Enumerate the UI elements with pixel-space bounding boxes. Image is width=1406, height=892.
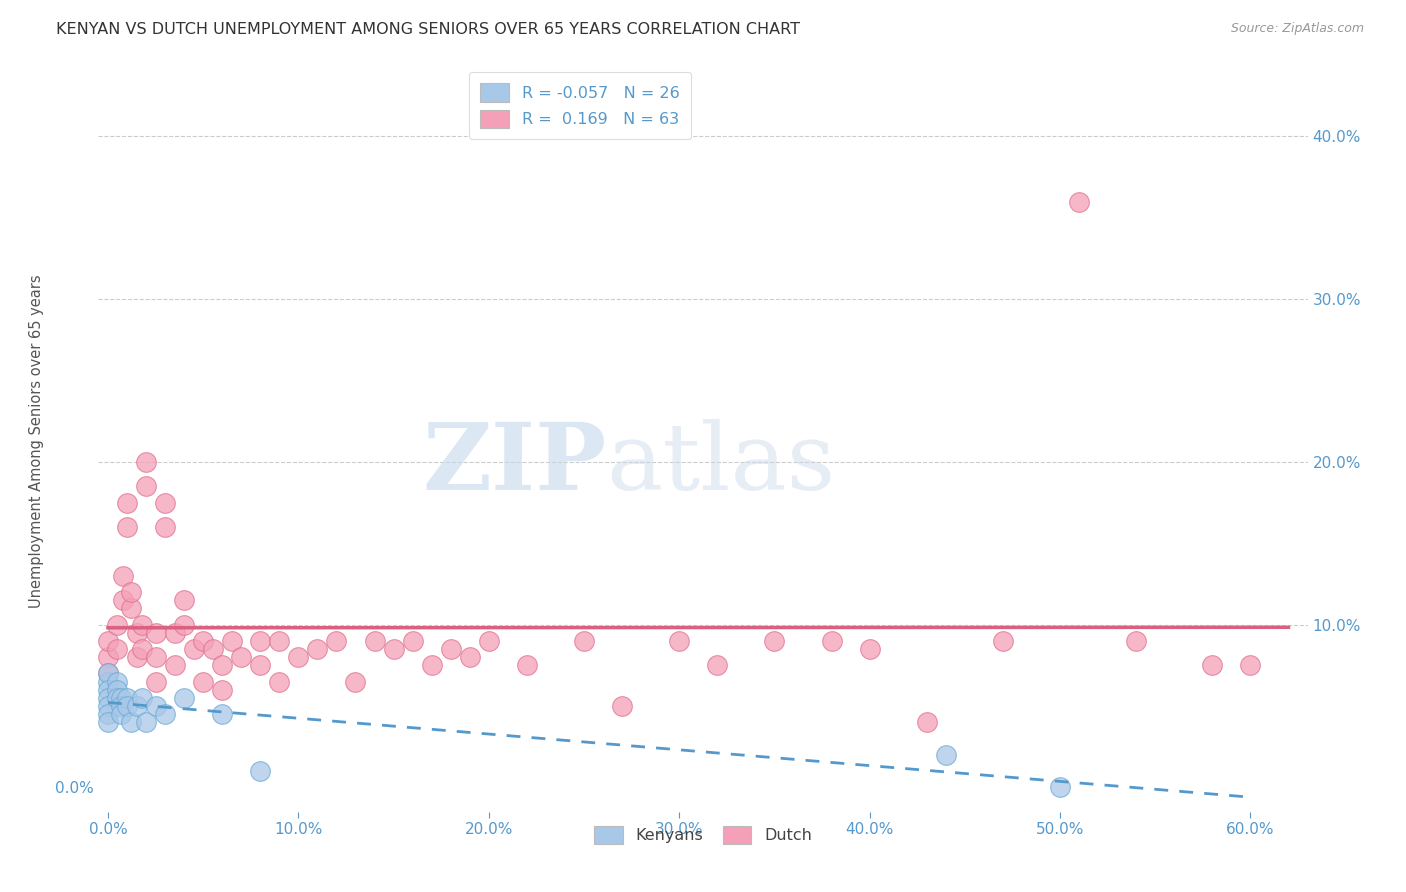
Point	[211, 682, 233, 697]
Point	[97, 682, 120, 697]
Point	[112, 593, 135, 607]
Point	[135, 455, 157, 469]
Point	[145, 625, 167, 640]
Point	[112, 568, 135, 582]
Point	[97, 650, 120, 665]
Point	[211, 707, 233, 722]
Point	[115, 698, 138, 713]
Legend: Kenyans, Dutch: Kenyans, Dutch	[583, 814, 823, 855]
Point	[915, 715, 938, 730]
Point	[763, 633, 786, 648]
Point	[131, 617, 153, 632]
Point	[131, 690, 153, 705]
Point	[97, 674, 120, 689]
Point	[191, 674, 214, 689]
Point	[516, 658, 538, 673]
Point	[668, 633, 690, 648]
Point	[153, 495, 176, 509]
Point	[107, 682, 129, 697]
Text: KENYAN VS DUTCH UNEMPLOYMENT AMONG SENIORS OVER 65 YEARS CORRELATION CHART: KENYAN VS DUTCH UNEMPLOYMENT AMONG SENIO…	[56, 22, 800, 37]
Point	[859, 642, 882, 657]
Point	[401, 633, 423, 648]
Point	[163, 658, 186, 673]
Point	[153, 520, 176, 534]
Point	[115, 495, 138, 509]
Point	[115, 690, 138, 705]
Y-axis label: Unemployment Among Seniors over 65 years: Unemployment Among Seniors over 65 years	[28, 275, 44, 608]
Point	[1239, 658, 1261, 673]
Point	[1125, 633, 1147, 648]
Point	[110, 698, 132, 713]
Point	[145, 650, 167, 665]
Point	[110, 690, 132, 705]
Point	[107, 642, 129, 657]
Point	[249, 658, 271, 673]
Point	[249, 764, 271, 778]
Point	[97, 707, 120, 722]
Point	[110, 707, 132, 722]
Point	[97, 690, 120, 705]
Point	[173, 593, 195, 607]
Point	[183, 642, 205, 657]
Point	[307, 642, 329, 657]
Text: Source: ZipAtlas.com: Source: ZipAtlas.com	[1230, 22, 1364, 36]
Point	[125, 698, 148, 713]
Point	[145, 698, 167, 713]
Point	[97, 666, 120, 681]
Point	[420, 658, 443, 673]
Point	[221, 633, 243, 648]
Point	[269, 633, 291, 648]
Point	[344, 674, 367, 689]
Point	[97, 633, 120, 648]
Point	[382, 642, 405, 657]
Point	[107, 674, 129, 689]
Point	[458, 650, 481, 665]
Point	[115, 520, 138, 534]
Point	[820, 633, 842, 648]
Point	[163, 625, 186, 640]
Point	[287, 650, 309, 665]
Point	[1201, 658, 1223, 673]
Point	[97, 666, 120, 681]
Point	[610, 698, 633, 713]
Point	[991, 633, 1014, 648]
Point	[173, 617, 195, 632]
Point	[269, 674, 291, 689]
Point	[1049, 780, 1071, 795]
Point	[97, 715, 120, 730]
Point	[120, 715, 142, 730]
Point	[478, 633, 501, 648]
Point	[325, 633, 347, 648]
Point	[125, 625, 148, 640]
Point	[145, 674, 167, 689]
Point	[706, 658, 728, 673]
Point	[173, 690, 195, 705]
Point	[135, 715, 157, 730]
Point	[211, 658, 233, 673]
Point	[107, 690, 129, 705]
Point	[249, 633, 271, 648]
Text: ZIP: ZIP	[422, 418, 606, 508]
Point	[135, 479, 157, 493]
Point	[935, 747, 957, 762]
Point	[120, 601, 142, 615]
Point	[201, 642, 224, 657]
Point	[153, 707, 176, 722]
Point	[107, 617, 129, 632]
Point	[125, 650, 148, 665]
Point	[97, 698, 120, 713]
Point	[231, 650, 253, 665]
Point	[191, 633, 214, 648]
Point	[1067, 194, 1090, 209]
Point	[440, 642, 463, 657]
Point	[363, 633, 385, 648]
Point	[120, 585, 142, 599]
Point	[131, 642, 153, 657]
Point	[572, 633, 595, 648]
Text: atlas: atlas	[606, 418, 835, 508]
